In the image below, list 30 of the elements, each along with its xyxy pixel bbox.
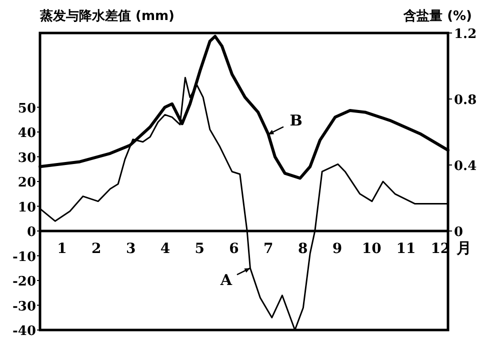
y-axis-title: 蒸发与降水差值 (mm)	[39, 8, 175, 24]
y-tick-label: 0	[26, 225, 36, 240]
annotation: B	[290, 111, 302, 130]
x-tick-label: 10	[362, 241, 382, 257]
y-tick-label: -40	[12, 324, 36, 339]
y2-tick-label: 0	[454, 225, 464, 240]
x-tick-label: 7	[264, 241, 274, 257]
x-tick-label: 4	[160, 241, 170, 257]
x-tick-label: 5	[194, 241, 204, 257]
y-tick-label: -20	[12, 274, 36, 290]
annotation: A	[219, 271, 232, 290]
y-tick-label: -30	[12, 299, 36, 314]
x-tick-label: 11	[396, 241, 416, 257]
x-tick-label: 8	[298, 241, 308, 257]
x-tick-label: 1	[57, 241, 67, 257]
y2-tick-label: 1.2	[454, 27, 477, 42]
y-tick-label: 50	[18, 101, 36, 116]
y-tick-label: -10	[12, 250, 36, 265]
x-tick-label: 9	[332, 241, 342, 257]
y2-tick-label: 0.4	[454, 159, 477, 174]
x-tick-label: 3	[126, 241, 136, 257]
x-axis-title: 月	[456, 239, 472, 257]
y2-tick-label: 0.8	[454, 93, 477, 108]
x-tick-label: 6	[229, 241, 239, 257]
y-tick-label: 10	[18, 200, 36, 216]
y2-axis-title: 含盐量 (%)	[402, 8, 472, 24]
y-tick-label: 40	[18, 126, 36, 141]
x-tick-label: 2	[92, 241, 102, 257]
y-tick-label: 20	[18, 176, 36, 190]
y-tick-label: 30	[18, 150, 36, 166]
